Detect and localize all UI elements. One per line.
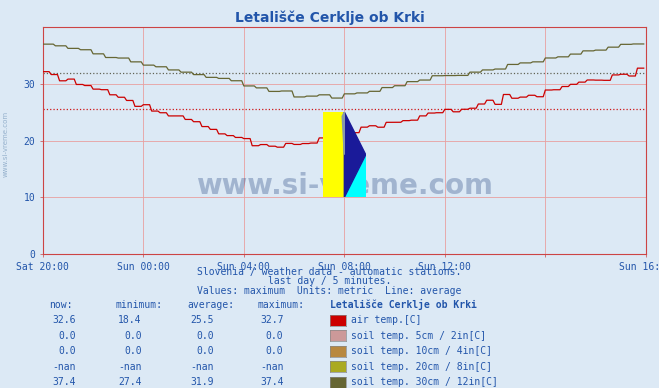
Polygon shape xyxy=(342,112,344,155)
Text: 18.4: 18.4 xyxy=(118,315,142,325)
Text: -nan: -nan xyxy=(118,362,142,372)
Text: www.si-vreme.com: www.si-vreme.com xyxy=(2,111,9,177)
Text: maximum:: maximum: xyxy=(257,300,304,310)
Text: 0.0: 0.0 xyxy=(196,346,214,356)
Bar xyxy=(323,112,344,197)
Text: Letališče Cerklje ob Krki: Letališče Cerklje ob Krki xyxy=(235,10,424,25)
Text: 0.0: 0.0 xyxy=(266,346,283,356)
Text: 27.4: 27.4 xyxy=(118,377,142,387)
Text: -nan: -nan xyxy=(190,362,214,372)
Text: -nan: -nan xyxy=(260,362,283,372)
Text: soil temp. 10cm / 4in[C]: soil temp. 10cm / 4in[C] xyxy=(351,346,492,356)
Text: 0.0: 0.0 xyxy=(58,346,76,356)
Text: soil temp. 5cm / 2in[C]: soil temp. 5cm / 2in[C] xyxy=(351,331,486,341)
Text: 0.0: 0.0 xyxy=(124,346,142,356)
Text: Slovenia / weather data - automatic stations.: Slovenia / weather data - automatic stat… xyxy=(197,267,462,277)
Text: air temp.[C]: air temp.[C] xyxy=(351,315,422,325)
Text: last day / 5 minutes.: last day / 5 minutes. xyxy=(268,276,391,286)
Text: Letališče Cerklje ob Krki: Letališče Cerklje ob Krki xyxy=(330,299,476,310)
Text: 37.4: 37.4 xyxy=(260,377,283,387)
Text: soil temp. 30cm / 12in[C]: soil temp. 30cm / 12in[C] xyxy=(351,377,498,387)
Text: average:: average: xyxy=(188,300,235,310)
Polygon shape xyxy=(344,112,366,197)
Text: -nan: -nan xyxy=(52,362,76,372)
Text: 0.0: 0.0 xyxy=(196,331,214,341)
Text: 31.9: 31.9 xyxy=(190,377,214,387)
Text: 32.7: 32.7 xyxy=(260,315,283,325)
Text: Values: maximum  Units: metric  Line: average: Values: maximum Units: metric Line: aver… xyxy=(197,286,462,296)
Text: 0.0: 0.0 xyxy=(266,331,283,341)
Polygon shape xyxy=(344,155,366,197)
Text: 32.6: 32.6 xyxy=(52,315,76,325)
Text: minimum:: minimum: xyxy=(115,300,162,310)
Text: soil temp. 20cm / 8in[C]: soil temp. 20cm / 8in[C] xyxy=(351,362,492,372)
Text: www.si-vreme.com: www.si-vreme.com xyxy=(196,172,493,200)
Text: 25.5: 25.5 xyxy=(190,315,214,325)
Text: 0.0: 0.0 xyxy=(124,331,142,341)
Text: 0.0: 0.0 xyxy=(58,331,76,341)
Text: now:: now: xyxy=(49,300,73,310)
Text: 37.4: 37.4 xyxy=(52,377,76,387)
